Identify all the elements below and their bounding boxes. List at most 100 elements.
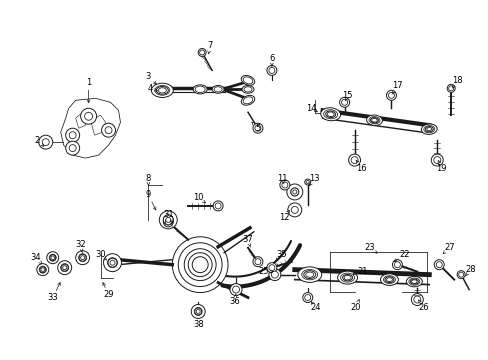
Text: 3: 3 — [145, 72, 151, 81]
Circle shape — [172, 237, 227, 293]
Circle shape — [39, 135, 53, 149]
Circle shape — [458, 272, 463, 277]
Circle shape — [252, 123, 263, 133]
Ellipse shape — [380, 274, 398, 285]
Circle shape — [433, 157, 440, 163]
Text: 15: 15 — [342, 91, 352, 100]
Text: 11: 11 — [276, 174, 286, 183]
Circle shape — [430, 154, 442, 166]
Text: 25: 25 — [258, 267, 268, 276]
Circle shape — [191, 305, 205, 319]
Circle shape — [254, 259, 261, 265]
Text: 37: 37 — [242, 235, 253, 244]
Ellipse shape — [423, 126, 434, 133]
Circle shape — [433, 260, 443, 270]
Circle shape — [266, 66, 276, 75]
Circle shape — [341, 99, 347, 105]
Circle shape — [287, 203, 301, 217]
Ellipse shape — [366, 115, 382, 125]
Ellipse shape — [242, 85, 253, 93]
Circle shape — [107, 258, 117, 268]
Circle shape — [305, 180, 308, 184]
Circle shape — [435, 262, 441, 268]
Circle shape — [290, 188, 298, 196]
Circle shape — [42, 139, 49, 146]
Circle shape — [65, 128, 80, 142]
Ellipse shape — [301, 269, 317, 280]
Ellipse shape — [212, 85, 224, 93]
Text: 21: 21 — [357, 267, 367, 276]
Text: 26: 26 — [417, 303, 428, 312]
Ellipse shape — [421, 124, 436, 134]
Ellipse shape — [303, 271, 315, 279]
Circle shape — [279, 180, 289, 190]
Circle shape — [81, 108, 96, 124]
Ellipse shape — [425, 127, 432, 132]
Text: 6: 6 — [269, 54, 274, 63]
Circle shape — [58, 261, 72, 275]
Circle shape — [188, 253, 212, 276]
Circle shape — [84, 112, 92, 120]
Circle shape — [447, 84, 454, 92]
Circle shape — [192, 257, 208, 273]
Circle shape — [392, 260, 402, 270]
Circle shape — [79, 254, 86, 262]
Circle shape — [196, 310, 200, 314]
Ellipse shape — [156, 86, 168, 94]
Circle shape — [394, 262, 400, 268]
Polygon shape — [90, 115, 105, 135]
Circle shape — [76, 251, 89, 265]
Text: 19: 19 — [435, 163, 446, 172]
Circle shape — [350, 157, 357, 163]
Text: 16: 16 — [355, 163, 366, 172]
Ellipse shape — [344, 275, 350, 280]
Text: 9: 9 — [145, 190, 151, 199]
Circle shape — [163, 215, 173, 225]
Text: 2: 2 — [34, 136, 40, 145]
Circle shape — [386, 90, 396, 100]
Circle shape — [286, 184, 302, 200]
Ellipse shape — [411, 280, 416, 283]
Text: 29: 29 — [103, 290, 114, 299]
Text: 13: 13 — [309, 174, 319, 183]
Circle shape — [159, 211, 177, 229]
Circle shape — [290, 188, 298, 196]
Ellipse shape — [193, 85, 207, 94]
Text: 33: 33 — [47, 293, 58, 302]
Ellipse shape — [297, 267, 321, 282]
Text: 12: 12 — [279, 213, 289, 222]
Circle shape — [198, 49, 206, 57]
Text: 30: 30 — [95, 250, 106, 259]
Circle shape — [49, 254, 56, 261]
Circle shape — [229, 284, 242, 296]
Text: 10: 10 — [193, 193, 203, 202]
Ellipse shape — [323, 110, 337, 119]
Ellipse shape — [155, 85, 169, 95]
Ellipse shape — [325, 111, 335, 117]
Circle shape — [39, 266, 46, 273]
Circle shape — [165, 219, 171, 225]
Circle shape — [110, 260, 115, 265]
Circle shape — [339, 97, 349, 107]
Circle shape — [37, 264, 49, 276]
Text: 18: 18 — [451, 76, 462, 85]
Circle shape — [40, 267, 46, 273]
Circle shape — [232, 286, 239, 293]
Ellipse shape — [337, 271, 357, 284]
Ellipse shape — [409, 279, 417, 284]
Circle shape — [81, 256, 84, 260]
Circle shape — [194, 308, 201, 315]
Ellipse shape — [408, 278, 419, 285]
Text: 35: 35 — [276, 250, 286, 259]
Ellipse shape — [340, 273, 354, 282]
Polygon shape — [76, 112, 88, 128]
Circle shape — [51, 256, 55, 260]
Ellipse shape — [342, 274, 352, 281]
Circle shape — [108, 258, 117, 267]
Circle shape — [456, 271, 464, 279]
Circle shape — [102, 123, 115, 137]
Circle shape — [163, 217, 173, 227]
Ellipse shape — [243, 97, 252, 104]
Circle shape — [62, 266, 66, 270]
Circle shape — [50, 255, 56, 261]
